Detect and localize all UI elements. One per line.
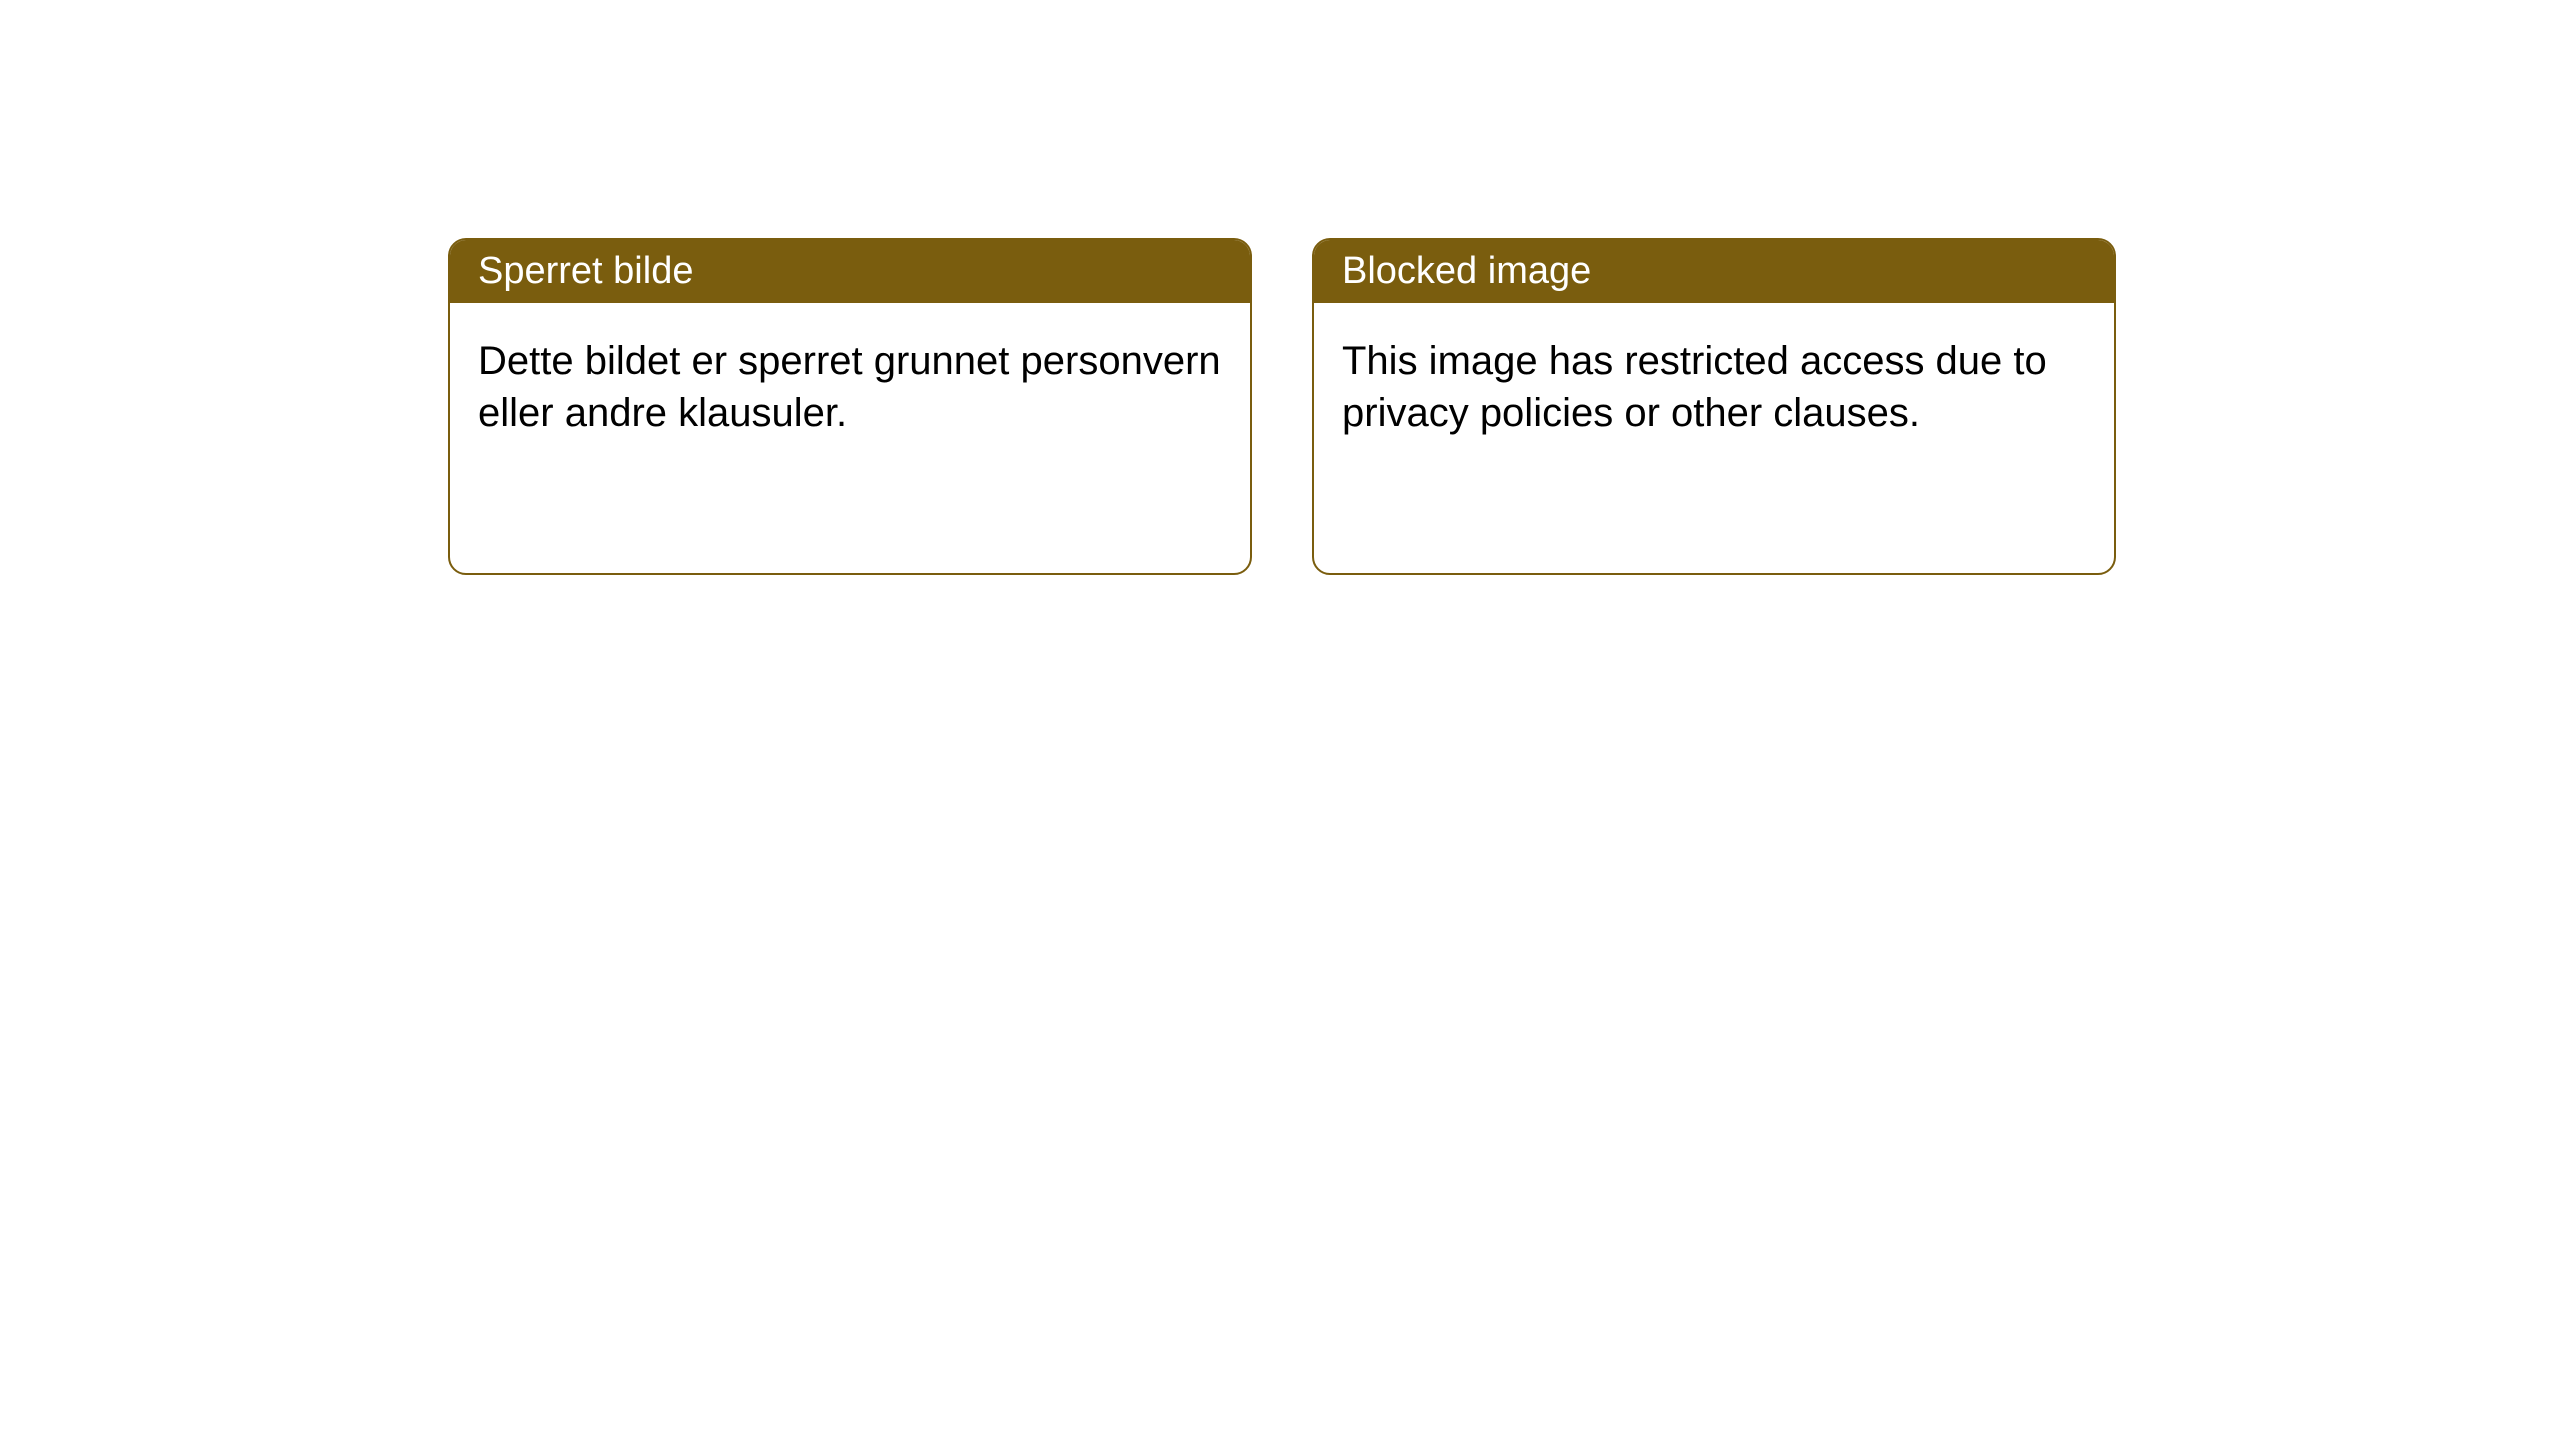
notice-body-english: This image has restricted access due to … xyxy=(1314,303,2114,573)
notice-card-norwegian: Sperret bilde Dette bildet er sperret gr… xyxy=(448,238,1252,575)
notice-card-english: Blocked image This image has restricted … xyxy=(1312,238,2116,575)
notice-container: Sperret bilde Dette bildet er sperret gr… xyxy=(448,238,2116,575)
notice-header-norwegian: Sperret bilde xyxy=(450,240,1250,303)
notice-header-english: Blocked image xyxy=(1314,240,2114,303)
notice-body-norwegian: Dette bildet er sperret grunnet personve… xyxy=(450,303,1250,573)
